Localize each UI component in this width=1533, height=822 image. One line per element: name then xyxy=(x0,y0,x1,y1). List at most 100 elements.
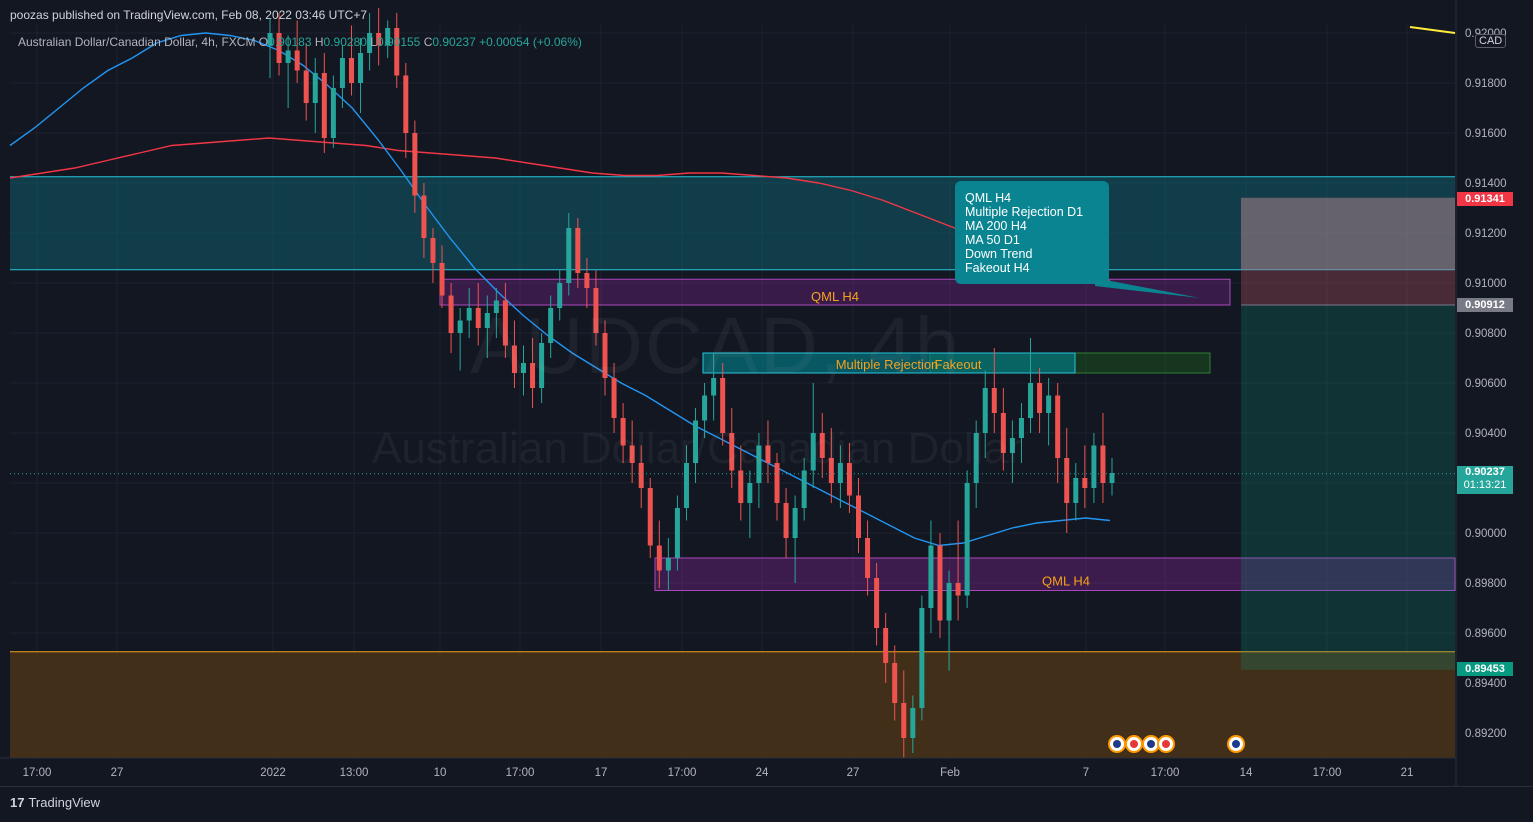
candle xyxy=(575,218,581,288)
misc-overlays xyxy=(10,26,1456,475)
candle xyxy=(1100,413,1106,503)
tv-brand: TradingView xyxy=(28,795,101,810)
candle xyxy=(702,383,708,438)
candle xyxy=(367,13,373,71)
candle xyxy=(865,520,871,596)
candle-body xyxy=(892,663,898,703)
candle xyxy=(1028,338,1034,433)
candle-body xyxy=(430,238,436,263)
candle xyxy=(973,420,979,508)
candle-body xyxy=(521,363,527,373)
analysis-callout[interactable]: QML H4 Multiple Rejection D1 MA 200 H4 M… xyxy=(955,181,1109,284)
candle xyxy=(448,283,454,353)
candle xyxy=(729,408,735,488)
candle-body xyxy=(674,508,680,558)
time-tick-label: 17:00 xyxy=(668,767,697,779)
candle xyxy=(1082,445,1088,508)
candle xyxy=(339,45,345,108)
legend-open: 0.90183 xyxy=(268,35,312,49)
candle-body xyxy=(765,445,771,463)
candle xyxy=(348,25,354,96)
tradingview-logo[interactable]: 17 TradingView xyxy=(10,795,100,810)
callout-line: Down Trend xyxy=(965,247,1033,261)
candle-body xyxy=(883,628,889,663)
candle-body xyxy=(593,288,599,333)
candle-body xyxy=(412,133,418,196)
candle xyxy=(846,443,852,513)
candle-body xyxy=(792,508,798,538)
canada-flag-icon xyxy=(1125,735,1143,753)
legend-close: 0.90237 xyxy=(432,35,476,49)
candle xyxy=(457,308,463,371)
candle xyxy=(982,370,988,458)
candle xyxy=(602,320,608,396)
candle-body xyxy=(665,558,671,571)
candle-body xyxy=(991,388,997,413)
candle xyxy=(1037,368,1043,433)
candle-body xyxy=(1028,383,1034,418)
candle-body xyxy=(493,300,499,313)
candle xyxy=(801,458,807,521)
candle-body xyxy=(394,28,400,76)
candle-body xyxy=(683,463,689,508)
candle xyxy=(584,258,590,308)
candle-body xyxy=(756,445,762,483)
candle-body xyxy=(1064,458,1070,503)
price-tick-label: 0.91600 xyxy=(1465,128,1507,140)
candle xyxy=(1064,428,1070,533)
supply-zone xyxy=(10,176,1455,270)
candle xyxy=(937,533,943,638)
candle-body xyxy=(729,433,735,471)
candle-body xyxy=(421,195,427,238)
symbol-legend: Australian Dollar/Canadian Dollar, 4h, F… xyxy=(18,35,582,49)
candle-body xyxy=(457,320,463,333)
entry-price-tag: 0.90912 xyxy=(1457,298,1513,312)
candle-body xyxy=(611,378,617,418)
price-tick-label: 0.89400 xyxy=(1465,678,1507,690)
candle xyxy=(656,520,662,588)
candle xyxy=(421,183,427,258)
candle-body xyxy=(1100,445,1106,483)
stop-area xyxy=(1241,197,1455,305)
candle xyxy=(683,445,689,521)
candle-body xyxy=(267,33,273,46)
callout-line: MA 200 H4 xyxy=(965,219,1027,233)
candle xyxy=(1009,420,1015,483)
watermark-ticker: AUDCAD, 4h xyxy=(470,301,962,390)
candle-body xyxy=(801,470,807,508)
candle xyxy=(1073,463,1079,521)
candle xyxy=(267,18,273,78)
candle xyxy=(321,53,327,153)
time-tick-label: 17:00 xyxy=(1313,767,1342,779)
candle-body xyxy=(376,33,382,46)
candle-body xyxy=(702,395,708,421)
candle-body xyxy=(557,283,563,308)
time-tick-label: 27 xyxy=(847,767,860,779)
candle-body xyxy=(439,263,445,296)
candle-body xyxy=(955,583,961,596)
candle-body xyxy=(946,583,952,621)
time-tick-label: 24 xyxy=(756,767,769,779)
yellow-trendline xyxy=(1409,26,1456,34)
callout-line: QML H4 xyxy=(965,191,1012,205)
currency-button[interactable]: CAD xyxy=(1475,34,1507,48)
candle-body xyxy=(339,58,345,88)
candle-body xyxy=(846,463,852,496)
current-price: 0.90237 xyxy=(1465,466,1505,478)
candle-body xyxy=(448,295,454,333)
candle xyxy=(991,348,997,433)
candle-body xyxy=(919,608,925,708)
candle xyxy=(593,270,599,346)
candle xyxy=(511,320,517,388)
candle xyxy=(638,445,644,508)
candle-body xyxy=(865,538,871,578)
candle-body xyxy=(367,33,373,53)
top-bar xyxy=(0,0,1533,30)
candle xyxy=(892,645,898,721)
candle-body xyxy=(1046,395,1052,413)
candle xyxy=(412,120,418,213)
candle-body xyxy=(294,50,300,71)
candle-body xyxy=(530,363,536,388)
candle xyxy=(693,408,699,483)
